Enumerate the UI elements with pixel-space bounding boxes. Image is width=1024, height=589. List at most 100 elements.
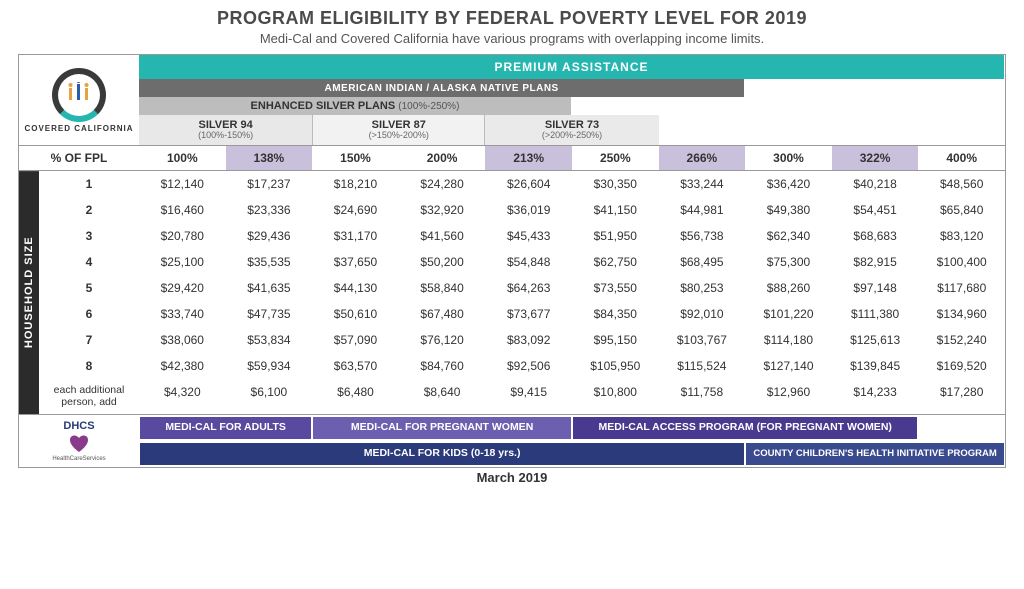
table-cell: $64,263: [485, 275, 572, 301]
fpl-col: 100%: [139, 146, 226, 170]
table-cell: $17,237: [226, 171, 313, 197]
table-cell: $84,350: [572, 301, 659, 327]
table-cell: $88,260: [745, 275, 832, 301]
bar-enhanced-silver: ENHANCED SILVER PLANS (100%-250%): [139, 97, 572, 115]
table-cell: $105,950: [572, 353, 659, 379]
table-cell: $10,800: [572, 379, 659, 414]
fpl-col: 266%: [659, 146, 746, 170]
bar-enhanced-range: (100%-250%): [398, 101, 459, 112]
table-cell: $117,680: [918, 275, 1005, 301]
dhcs-sub: HealthCareServices: [52, 456, 105, 462]
table-cell: $125,613: [832, 327, 919, 353]
row-label: 5: [39, 275, 139, 301]
table-cell: $92,010: [659, 301, 746, 327]
table-cell: $35,535: [226, 249, 313, 275]
fpl-col: 300%: [745, 146, 832, 170]
table-cell: $14,233: [832, 379, 919, 414]
date-label: March 2019: [18, 468, 1006, 489]
heart-hands-icon: [64, 432, 94, 456]
table-cell: $24,280: [399, 171, 486, 197]
silver94-range: (100%-150%): [198, 131, 253, 141]
fpl-label: % OF FPL: [19, 146, 139, 170]
fpl-col: 200%: [399, 146, 486, 170]
logo-ring-icon: [52, 68, 106, 122]
table-cell: $33,740: [139, 301, 226, 327]
table-cell: $152,240: [918, 327, 1005, 353]
fpl-col: 150%: [312, 146, 399, 170]
table-cell: $68,495: [659, 249, 746, 275]
row-label: 7: [39, 327, 139, 353]
people-icon: [65, 82, 93, 108]
table-cell: $58,840: [399, 275, 486, 301]
table-cell: $63,570: [312, 353, 399, 379]
table-cell: $23,336: [226, 197, 313, 223]
table-cell: $31,170: [312, 223, 399, 249]
table-cell: $6,480: [312, 379, 399, 414]
table-cell: $50,610: [312, 301, 399, 327]
table-cell: $40,218: [832, 171, 919, 197]
table-cell: $62,750: [572, 249, 659, 275]
table-cell: $76,120: [399, 327, 486, 353]
table-cell: $36,420: [745, 171, 832, 197]
data-grid: HOUSEHOLD SIZE 1$12,140$17,237$18,210$24…: [19, 171, 1005, 414]
table-cell: $56,738: [659, 223, 746, 249]
table-cell: $97,148: [832, 275, 919, 301]
table-cell: $25,100: [139, 249, 226, 275]
table-cell: $16,460: [139, 197, 226, 223]
main-frame: COVERED CALIFORNIA PREMIUM ASSISTANCE AM…: [18, 54, 1006, 468]
table-cell: $48,560: [918, 171, 1005, 197]
table-cell: $54,848: [485, 249, 572, 275]
table-cell: $67,480: [399, 301, 486, 327]
table-cell: $62,340: [745, 223, 832, 249]
table-cell: $83,092: [485, 327, 572, 353]
top-bars: COVERED CALIFORNIA PREMIUM ASSISTANCE AM…: [19, 55, 1005, 145]
bar-silver-73: SILVER 73 (>200%-250%): [485, 115, 658, 145]
table-cell: $29,420: [139, 275, 226, 301]
table-cell: $139,845: [832, 353, 919, 379]
table-cell: $9,415: [485, 379, 572, 414]
table-cell: $45,433: [485, 223, 572, 249]
bar-cchip: COUNTY CHILDREN'S HEALTH INITIATIVE PROG…: [746, 443, 1004, 465]
table-cell: $50,200: [399, 249, 486, 275]
bar-medical-adults: MEDI-CAL FOR ADULTS: [140, 417, 311, 439]
table-cell: $95,150: [572, 327, 659, 353]
table-cell: $127,140: [745, 353, 832, 379]
row-label: 4: [39, 249, 139, 275]
table-cell: $84,760: [399, 353, 486, 379]
table-cell: $32,920: [399, 197, 486, 223]
table-cell: $12,140: [139, 171, 226, 197]
table-cell: $26,604: [485, 171, 572, 197]
silver87-range: (>150%-200%): [369, 131, 429, 141]
table-cell: $103,767: [659, 327, 746, 353]
covered-ca-logo: COVERED CALIFORNIA: [19, 55, 139, 145]
table-cell: $80,253: [659, 275, 746, 301]
bar-aian: AMERICAN INDIAN / ALASKA NATIVE PLANS: [139, 79, 745, 97]
table-cell: $41,635: [226, 275, 313, 301]
table-cell: $11,758: [659, 379, 746, 414]
table-cell: $20,780: [139, 223, 226, 249]
table-cell: $100,400: [918, 249, 1005, 275]
row-label: 1: [39, 171, 139, 197]
table-cell: $38,060: [139, 327, 226, 353]
table-cell: $29,436: [226, 223, 313, 249]
table-cell: $83,120: [918, 223, 1005, 249]
table-cell: $49,380: [745, 197, 832, 223]
table-cell: $92,506: [485, 353, 572, 379]
table-cell: $18,210: [312, 171, 399, 197]
row-label: each additional person, add: [39, 379, 139, 414]
page-title: PROGRAM ELIGIBILITY BY FEDERAL POVERTY L…: [18, 8, 1006, 29]
table-cell: $47,735: [226, 301, 313, 327]
table-cell: $41,150: [572, 197, 659, 223]
table-cell: $65,840: [918, 197, 1005, 223]
fpl-col: 250%: [572, 146, 659, 170]
table-cell: $57,090: [312, 327, 399, 353]
table-cell: $4,320: [139, 379, 226, 414]
table-cell: $73,550: [572, 275, 659, 301]
fpl-col: 400%: [918, 146, 1005, 170]
fpl-header-row: % OF FPL 100%138%150%200%213%250%266%300…: [19, 145, 1005, 171]
table-cell: $6,100: [226, 379, 313, 414]
bar-medical-access: MEDI-CAL ACCESS PROGRAM (FOR PREGNANT WO…: [573, 417, 917, 439]
table-cell: $54,451: [832, 197, 919, 223]
table-cell: $134,960: [918, 301, 1005, 327]
table-cell: $42,380: [139, 353, 226, 379]
